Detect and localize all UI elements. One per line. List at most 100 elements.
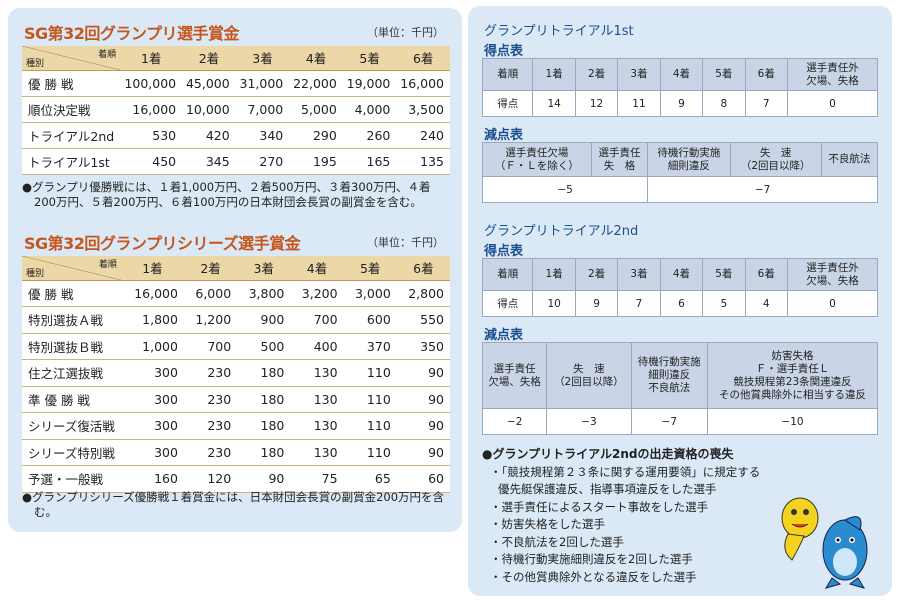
prize-value: 110 xyxy=(343,439,397,466)
prize-value: 16,000 xyxy=(120,280,184,307)
penalty-header: 失 速 （2回目以降） xyxy=(729,142,822,177)
row-label: 予選・一般戦 xyxy=(22,465,121,493)
score-header: 1着 xyxy=(532,58,576,91)
score-value: 0 xyxy=(787,90,878,117)
prize-value: 120 xyxy=(183,465,238,493)
prize-value: 180 xyxy=(237,386,291,413)
penalty-header: 失 速 （2回目以降） xyxy=(546,342,632,409)
row-label: 住之江選抜戦 xyxy=(22,359,121,387)
score-value: 9 xyxy=(659,90,704,117)
prize-value: 130 xyxy=(290,386,344,413)
penalty-header: 待機行動実施 細則違反 xyxy=(647,142,731,177)
prize-value: 550 xyxy=(396,306,450,334)
score-row: 得点 10 9 7 6 5 4 0 xyxy=(481,290,878,317)
note: ●グランプリシリーズ優勝戦１着賞金には、日本財団会長賞の副賞金200万円を含む。 xyxy=(22,490,445,519)
score-header: 6着 xyxy=(744,58,789,91)
prize-value: 450 xyxy=(120,148,183,175)
prize-value: 300 xyxy=(120,412,184,440)
column-header: 2着 xyxy=(183,256,238,281)
score-value: 14 xyxy=(532,90,576,117)
prize-value: 180 xyxy=(237,412,291,440)
penalty-table: 選手責任 欠場、失格失 速 （2回目以降） 待機行動実施 細則違反 不良航法 妨害失… xyxy=(481,342,878,435)
penalty-value: −7 xyxy=(630,408,709,435)
prize-value: 270 xyxy=(235,148,290,175)
score-header: 選手責任外 欠場、失格 xyxy=(787,58,878,91)
corner-cell: 着順 種別 xyxy=(22,46,121,71)
prize-value: 3,800 xyxy=(237,280,291,307)
prize-value: 3,200 xyxy=(290,280,344,307)
penalty-row: −5 −7 xyxy=(481,176,878,203)
header-row: 選手責任欠場 （Ｆ・Ｌを除く） 選手責任 失 格待機行動実施 細則違反失 速 （2… xyxy=(482,142,879,177)
penalty-value: −2 xyxy=(481,408,548,435)
row-label: シリーズ特別戦 xyxy=(22,439,121,466)
list-item: ・選手責任によるスタート事故をした選手 xyxy=(490,499,709,514)
score-value: 0 xyxy=(787,290,878,317)
prize-value: 300 xyxy=(120,359,184,387)
column-header: 1着 xyxy=(120,46,183,71)
prize-value: 4,000 xyxy=(342,96,397,123)
row-label: シリーズ復活戦 xyxy=(22,412,121,440)
penalty-header: 待機行動実施 細則違反 不良航法 xyxy=(630,342,709,409)
score-header: 2着 xyxy=(574,58,619,91)
row-label: トライアル2nd xyxy=(22,122,121,149)
prize-value: 16,000 xyxy=(396,70,450,97)
prize-table: 着順 種別 1着 2着 3着 4着 5着 6着優 勝 戦 100,000 45,000 31,000… xyxy=(22,46,450,175)
prize-value: 300 xyxy=(120,439,184,466)
score-value: 8 xyxy=(702,90,746,117)
prize-value: 6,000 xyxy=(183,280,238,307)
row-label: 準 優 勝 戦 xyxy=(22,386,121,413)
prize-value: 600 xyxy=(343,306,397,334)
header-row: 着順 種別 1着 2着 3着 4着 5着 6着 xyxy=(22,256,450,281)
column-header: 3着 xyxy=(235,46,290,71)
unit-label: （単位：千円） xyxy=(367,236,444,249)
score-header: 着順 xyxy=(481,58,534,91)
data-row: 優 勝 戦 16,000 6,000 3,800 3,200 3,000 2,800 xyxy=(22,280,450,307)
score-header: 着順 xyxy=(481,258,534,291)
data-row: 住之江選抜戦 300 230 180 130 110 90 xyxy=(22,359,450,387)
score-table: 着順 1着 2着 3着 4着 5着 6着 選手責任外 欠場、失格 得点 10 9 7 6 5 4 0 xyxy=(481,258,878,317)
prize-value: 130 xyxy=(290,412,344,440)
score-value: 7 xyxy=(744,90,789,117)
prize-value: 345 xyxy=(182,148,236,175)
row-label: 優 勝 戦 xyxy=(22,280,121,307)
prize-value: 500 xyxy=(237,333,291,360)
trial-title: グランプリトライアル1st xyxy=(484,24,634,39)
header-row: 着順 種別 1着 2着 3着 4着 5着 6着 xyxy=(22,46,450,71)
data-row: 予選・一般戦 160 120 90 75 65 60 xyxy=(22,465,450,493)
list-item: ・待機行動実施細則違反を2回した選手 xyxy=(490,552,693,566)
prize-value: 180 xyxy=(237,359,291,387)
note: ●グランプリ優勝戦には、１着1,000万円、２着500万円、３着300万円、４着… xyxy=(22,180,431,209)
data-row: 優 勝 戦 100,000 45,000 31,000 22,000 19,000 16,0… xyxy=(22,70,450,97)
corner-bottom: 種別 xyxy=(26,58,45,69)
list-item: ・「競技規程第２３条に関する運用要領」に規定する 優先艇保護違反、指導事項違反を… xyxy=(490,464,761,497)
column-header: 5着 xyxy=(342,46,397,71)
column-header: 1着 xyxy=(120,256,184,281)
prize-value: 31,000 xyxy=(235,70,290,97)
prize-table: 着順 種別 1着 2着 3着 4着 5着 6着優 勝 戦 16,000 6,000 3,800 3,2… xyxy=(22,256,450,493)
column-header: 6着 xyxy=(396,256,450,281)
prize-value: 110 xyxy=(343,359,397,387)
prize-value: 230 xyxy=(183,412,238,440)
row-label: 順位決定戦 xyxy=(22,96,121,123)
score-header: 3着 xyxy=(617,58,661,91)
score-value: 12 xyxy=(574,90,619,117)
prize-value: 19,000 xyxy=(342,70,397,97)
prize-value: 1,200 xyxy=(183,306,238,334)
column-header: 4着 xyxy=(290,256,344,281)
prize-value: 230 xyxy=(183,439,238,466)
penalty-title: 減点表 xyxy=(484,328,524,343)
penalty-header: 選手責任 失 格 xyxy=(590,142,649,177)
prize-value: 7,000 xyxy=(235,96,290,123)
data-row: トライアル1st 450 345 270 195 165 135 xyxy=(22,148,450,175)
score-value: 得点 xyxy=(481,90,534,117)
header-row: 選手責任 欠場、失格失 速 （2回目以降） 待機行動実施 細則違反 不良航法 妨害失… xyxy=(481,342,878,409)
prize-value: 195 xyxy=(289,148,343,175)
prize-value: 530 xyxy=(120,122,183,149)
prize-value: 300 xyxy=(120,386,184,413)
list-title: ●グランプリトライアル2ndの出走資格の喪失 xyxy=(482,447,734,461)
score-value: 10 xyxy=(532,290,576,317)
row-label: 優 勝 戦 xyxy=(22,70,121,97)
prize-value: 230 xyxy=(183,386,238,413)
score-header: 4着 xyxy=(659,258,704,291)
